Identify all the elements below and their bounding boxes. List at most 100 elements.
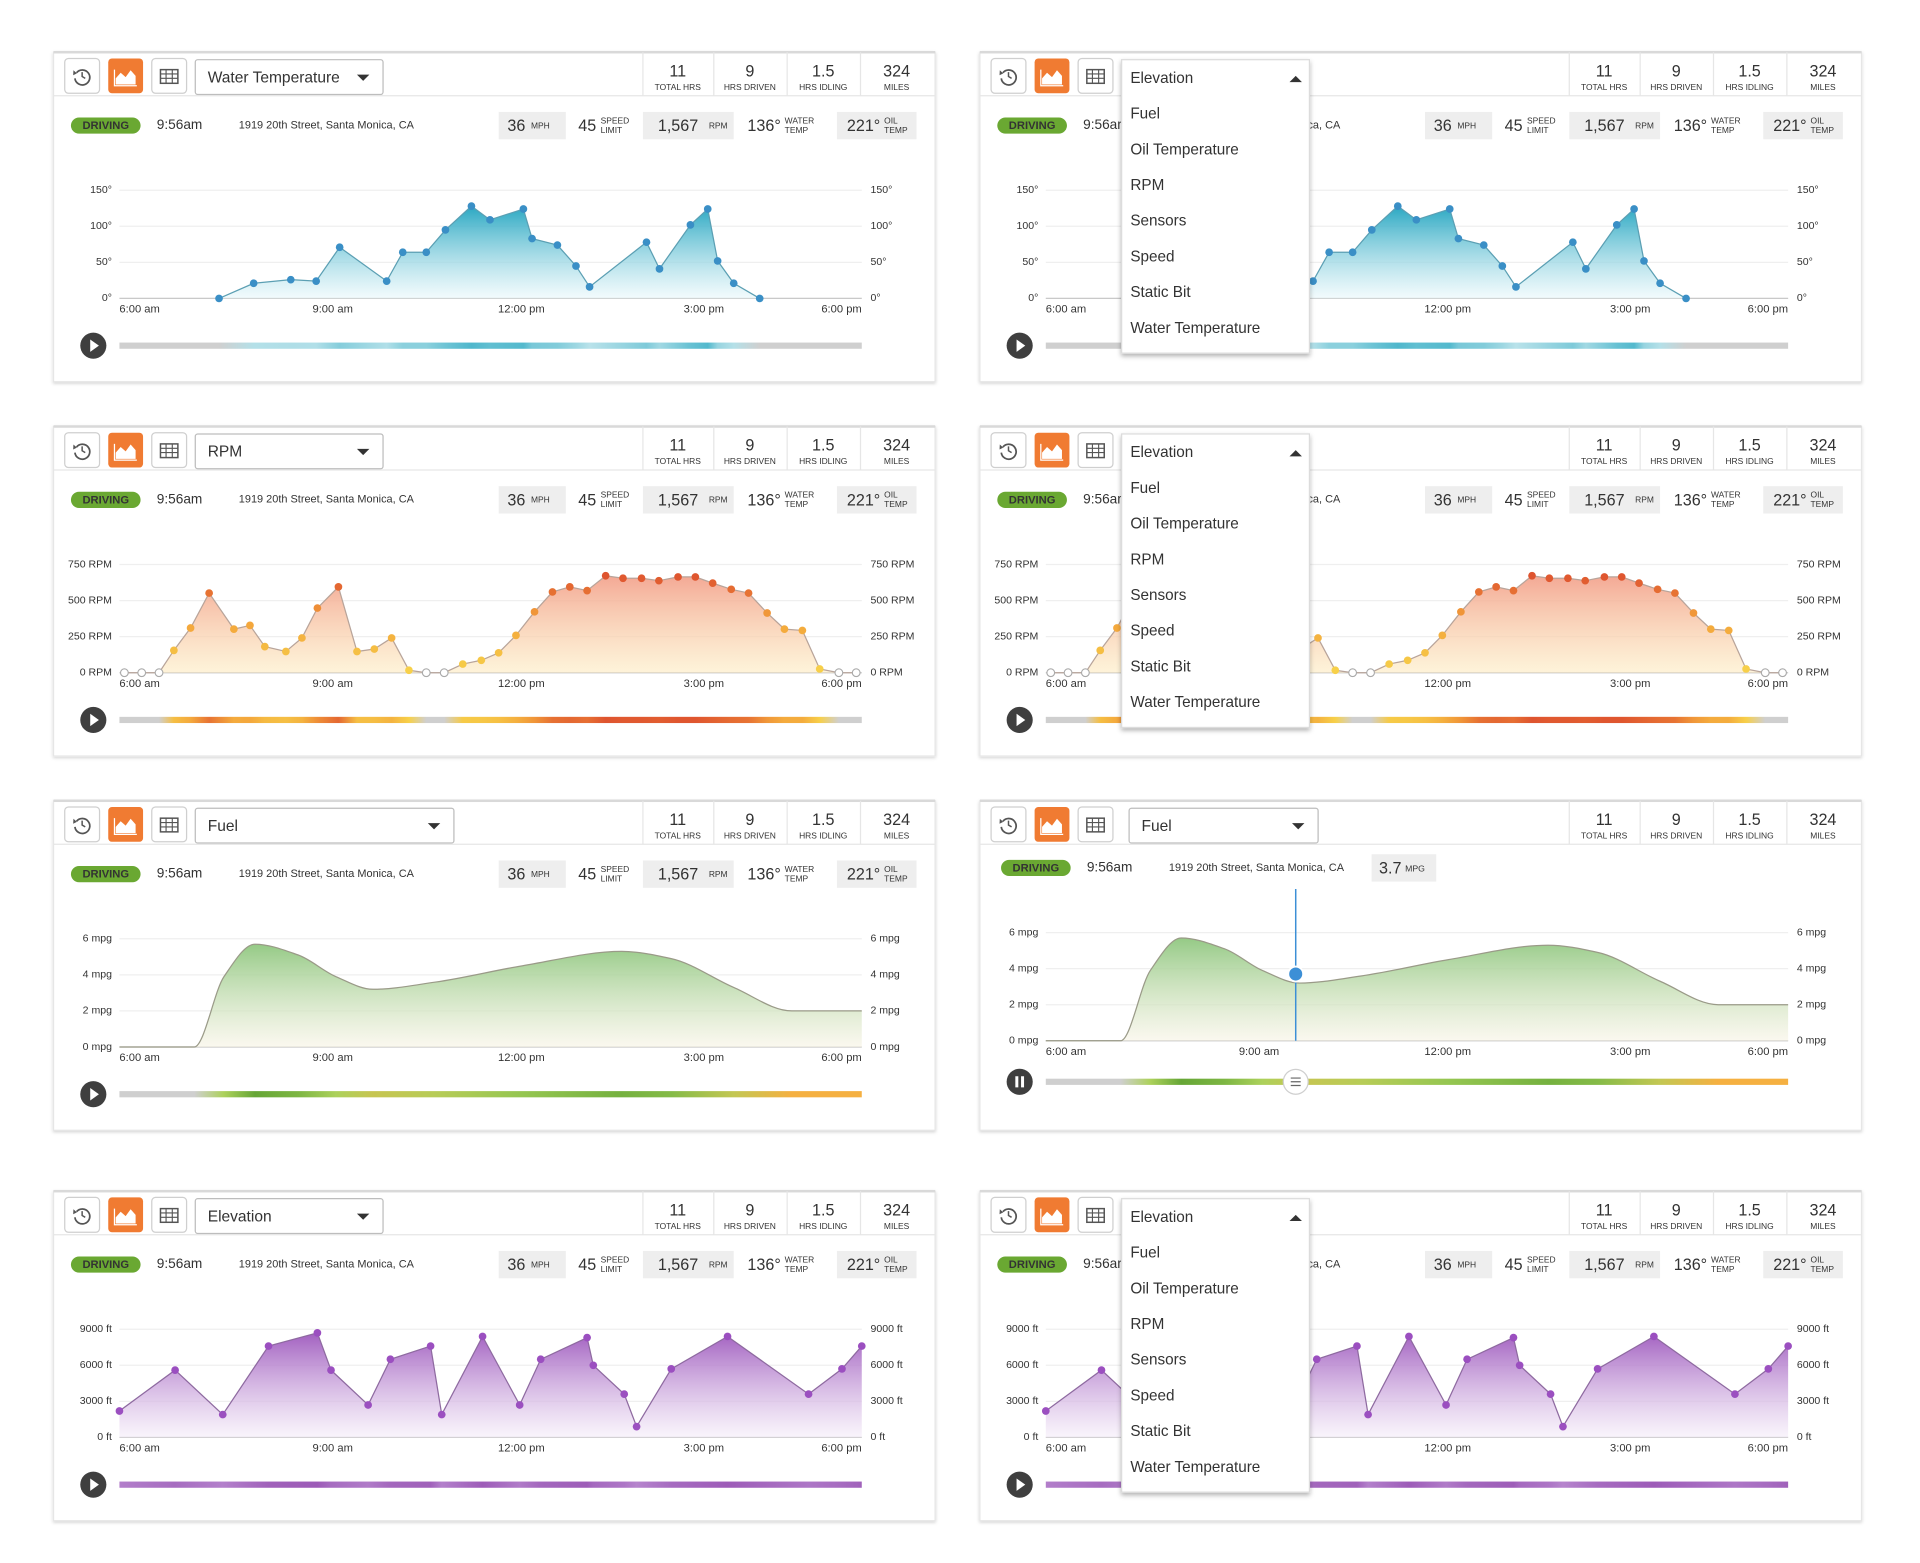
play-button[interactable] [80, 1081, 107, 1108]
menu-item[interactable]: Fuel [1130, 106, 1160, 123]
y-tick-label: 0 RPM [80, 666, 112, 678]
reading-box [1569, 111, 1661, 140]
play-button[interactable] [80, 1471, 107, 1498]
play-icon [90, 339, 99, 352]
history-button[interactable] [64, 57, 101, 94]
reading-unit: TEMP [1711, 125, 1735, 135]
metric-dropdown[interactable]: Elevation [194, 1198, 384, 1235]
history-icon-hand [1007, 446, 1012, 454]
play-button[interactable] [1006, 706, 1033, 734]
menu-item[interactable]: Elevation [1130, 1209, 1193, 1226]
data-point [335, 243, 344, 252]
table-view-button[interactable] [1077, 57, 1114, 94]
metric-dropdown[interactable]: Fuel [1128, 807, 1319, 844]
chart-view-button[interactable] [1034, 1197, 1070, 1233]
menu-item[interactable]: Oil Temperature [1130, 516, 1238, 533]
play-button[interactable] [80, 706, 107, 734]
x-tick-label: 6:00 am [1046, 678, 1086, 690]
reading-unit: SPEED [1527, 490, 1556, 500]
menu-item[interactable]: Speed [1130, 248, 1174, 265]
history-button[interactable] [990, 1196, 1027, 1233]
data-point [519, 205, 528, 213]
chart-icon-axis [1040, 818, 1064, 835]
menu-item[interactable]: RPM [1130, 551, 1164, 568]
history-button[interactable] [64, 432, 101, 469]
menu-item[interactable]: Speed [1130, 1387, 1174, 1404]
data-point [1385, 660, 1393, 668]
x-tick-label: 12:00 pm [498, 1443, 545, 1455]
status-state: DRIVING [82, 869, 129, 881]
play-button[interactable] [80, 332, 107, 359]
menu-item[interactable]: Speed [1130, 623, 1174, 640]
status-pill [70, 1256, 141, 1273]
history-button[interactable] [64, 1196, 101, 1233]
menu-item[interactable]: Elevation [1130, 70, 1193, 87]
metric-dropdown[interactable]: Water Temperature [194, 59, 384, 96]
stat-label: TOTAL HRS [655, 456, 702, 466]
chart-view-button[interactable] [1034, 806, 1070, 842]
data-point [1742, 665, 1750, 673]
menu-item[interactable]: Elevation [1130, 444, 1193, 461]
menu-item[interactable]: Water Temperature [1130, 694, 1260, 711]
menu-item[interactable]: Sensors [1130, 587, 1186, 604]
x-tick-label: 12:00 pm [498, 304, 545, 316]
chart-view-button[interactable] [108, 432, 144, 468]
reading-unit: SPEED [1527, 1254, 1556, 1264]
menu-item[interactable]: Sensors [1130, 1352, 1186, 1369]
chart-view-button[interactable] [1034, 58, 1070, 94]
chart-view-button[interactable] [1034, 432, 1070, 468]
menu-item[interactable]: Static Bit [1130, 658, 1191, 675]
data-point [1393, 202, 1402, 210]
stat-value: 1.5 [812, 1201, 834, 1219]
menu-item[interactable]: Fuel [1130, 480, 1160, 497]
table-view-button[interactable] [151, 806, 188, 843]
status-time: 9:56am [157, 117, 203, 132]
history-button[interactable] [990, 806, 1027, 843]
history-button[interactable] [64, 806, 101, 843]
chart-view-button[interactable] [108, 58, 144, 94]
history-icon-arrow [999, 818, 1004, 824]
menu-item[interactable]: Static Bit [1130, 1423, 1191, 1440]
play-button[interactable] [1006, 332, 1033, 359]
table-view-button[interactable] [151, 57, 188, 94]
chart-view-button[interactable] [108, 1197, 144, 1233]
timeline-handle[interactable] [1282, 1068, 1309, 1095]
status-address: 1919 20th Street, Santa Monica, CA [239, 119, 415, 131]
menu-item[interactable]: RPM [1130, 177, 1164, 194]
y-tick-label: 50° [96, 256, 112, 268]
play-button[interactable] [1006, 1471, 1033, 1498]
menu-item[interactable]: Static Bit [1130, 284, 1191, 301]
table-view-button[interactable] [1077, 432, 1114, 469]
table-view-button[interactable] [151, 1196, 188, 1233]
table-view-button[interactable] [1077, 806, 1114, 843]
data-point [1515, 1361, 1524, 1370]
menu-item[interactable]: Water Temperature [1130, 1459, 1260, 1476]
x-tick-label: 12:00 pm [1424, 1443, 1471, 1455]
reading-unit: TEMP [785, 499, 809, 509]
data-point [264, 1342, 273, 1350]
dropdown-value: Water Temperature [208, 69, 340, 86]
history-button[interactable] [990, 432, 1027, 469]
y-tick-label-right: 9000 ft [1797, 1323, 1829, 1335]
table-view-button[interactable] [151, 432, 188, 469]
stat-value: 1.5 [1738, 1201, 1760, 1219]
menu-item[interactable]: Oil Temperature [1130, 141, 1238, 158]
history-icon-arrow [73, 818, 77, 824]
data-point [1348, 668, 1358, 678]
history-button[interactable] [990, 57, 1027, 94]
metric-dropdown[interactable]: Fuel [194, 807, 455, 844]
menu-item[interactable]: Fuel [1130, 1245, 1160, 1262]
status-pill [997, 491, 1067, 508]
panel-background [979, 1190, 1863, 1522]
menu-item[interactable]: Sensors [1130, 213, 1186, 230]
chart-view-button[interactable] [108, 806, 144, 842]
panel-background [52, 1190, 936, 1522]
x-tick-label: 6:00 pm [1748, 1046, 1788, 1058]
table-view-button[interactable] [1077, 1196, 1114, 1233]
pause-button[interactable] [1006, 1068, 1033, 1095]
menu-item[interactable]: Water Temperature [1130, 320, 1260, 337]
menu-item[interactable]: Oil Temperature [1130, 1280, 1238, 1297]
menu-item[interactable]: RPM [1130, 1316, 1164, 1333]
metric-dropdown[interactable]: RPM [194, 433, 384, 470]
y-tick-label-right: 100° [870, 220, 892, 232]
